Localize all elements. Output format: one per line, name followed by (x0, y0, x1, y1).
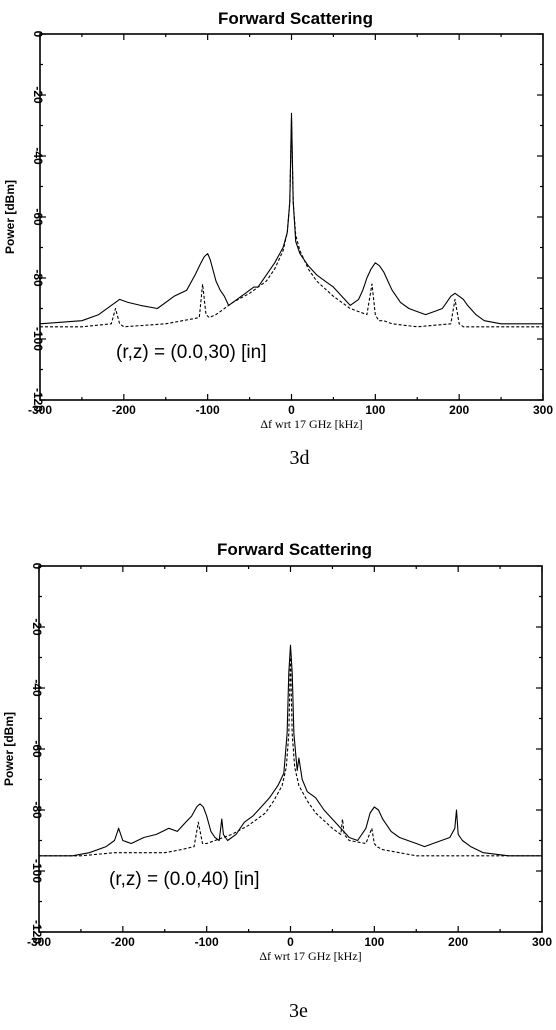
x-tick-label: 100 (365, 403, 385, 417)
x-tick-label: 300 (532, 935, 552, 949)
position-annotation: (r,z) = (0.0,30) [in] (116, 342, 266, 363)
y-tick-label: -120 (31, 388, 45, 412)
x-tick-label: 100 (364, 935, 384, 949)
y-tick-label: -20 (30, 618, 44, 636)
y-tick-label: -100 (30, 859, 44, 883)
x-tick-label: -100 (196, 403, 220, 417)
series-line-dashed (40, 118, 543, 328)
y-tick-label: 0 (31, 31, 45, 38)
series-line-dashed (39, 656, 542, 857)
x-tick-label: -300 (27, 935, 51, 949)
y-tick-label: -60 (30, 740, 44, 758)
y-tick-label: -80 (31, 269, 45, 287)
x-axis-label: Δf wrt 17 GHz [kHz] (260, 417, 362, 431)
y-tick-label: -60 (31, 208, 45, 226)
y-axis-label: Power [dBm] (3, 180, 17, 254)
x-tick-label: 300 (533, 403, 553, 417)
chart-3d: Forward Scattering-300 -200 -100 0 100 200 300… (3, 9, 553, 469)
position-annotation: (r,z) = (0.0,40) [in] (109, 869, 259, 890)
x-axis-label: Δf wrt 17 GHz [kHz] (259, 949, 361, 963)
x-tick-label: 200 (448, 935, 468, 949)
series-line-solid (39, 644, 542, 857)
chart-title: Forward Scattering (217, 540, 372, 559)
y-tick-label: -120 (30, 920, 44, 944)
y-tick-label: -80 (30, 801, 44, 819)
figure-caption: 3e (289, 1000, 308, 1022)
x-tick-label: -200 (112, 403, 136, 417)
x-tick-label: 0 (287, 935, 294, 949)
chart-3e: Forward Scattering-300 -200 -100 0 100 200 300… (2, 540, 552, 1022)
chart-title: Forward Scattering (218, 9, 373, 28)
y-tick-label: -40 (31, 147, 45, 165)
y-tick-label: -100 (31, 327, 45, 351)
x-tick-label: 200 (449, 403, 469, 417)
y-tick-label: -20 (31, 86, 45, 104)
x-tick-label: -100 (195, 935, 219, 949)
figure-caption: 3d (290, 447, 310, 469)
y-tick-label: -40 (30, 679, 44, 697)
y-axis-label: Power [dBm] (2, 712, 16, 786)
x-tick-label: 0 (288, 403, 295, 417)
y-tick-label: 0 (30, 563, 44, 570)
x-tick-label: -200 (111, 935, 135, 949)
x-tick-label: -300 (28, 403, 52, 417)
